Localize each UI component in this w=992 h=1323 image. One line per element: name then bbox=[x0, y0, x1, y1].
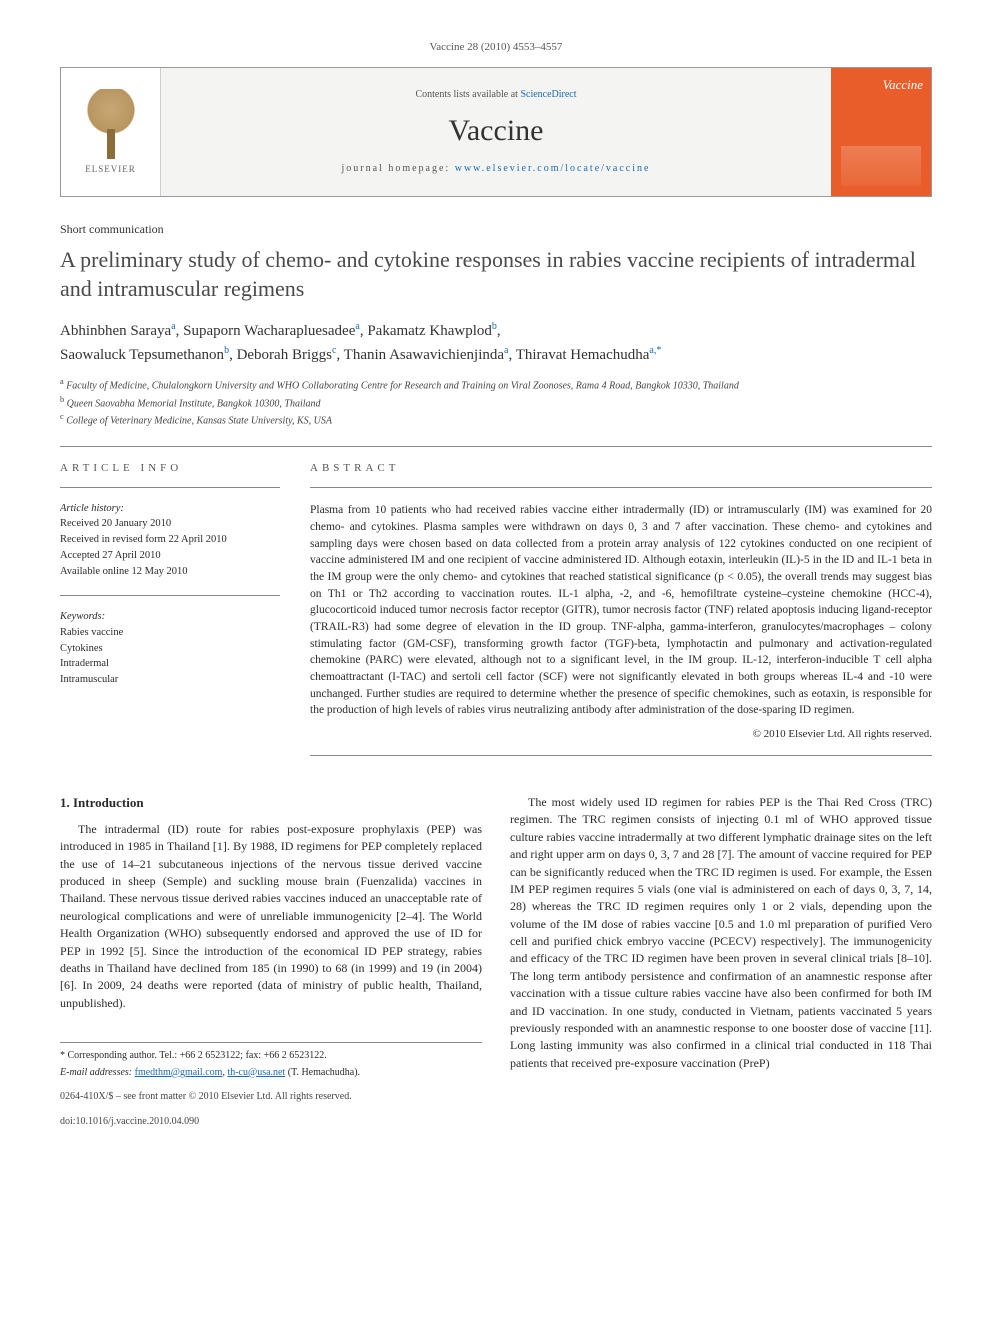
divider bbox=[60, 595, 280, 596]
homepage-label: journal homepage: bbox=[342, 163, 455, 174]
journal-title: Vaccine bbox=[449, 110, 544, 152]
history-item: Received 20 January 2010 bbox=[60, 517, 280, 532]
author: Thanin Asawavichienjindaa bbox=[344, 347, 509, 363]
history-title: Article history: bbox=[60, 502, 280, 517]
issn-line: 0264-410X/$ – see front matter © 2010 El… bbox=[60, 1090, 482, 1105]
corresponding-footer: * Corresponding author. Tel.: +66 2 6523… bbox=[60, 1042, 482, 1129]
abstract-text: Plasma from 10 patients who had received… bbox=[310, 502, 932, 719]
journal-homepage-line: journal homepage: www.elsevier.com/locat… bbox=[342, 162, 651, 176]
cover-title: Vaccine bbox=[883, 76, 923, 94]
article-history: Article history: Received 20 January 201… bbox=[60, 502, 280, 579]
email-line: E-mail addresses: fmedthm@gmail.com, th-… bbox=[60, 1066, 482, 1081]
author: Thiravat Hemachudhaa,* bbox=[516, 347, 662, 363]
author: Abhinbhen Sarayaa bbox=[60, 323, 176, 339]
email-link[interactable]: th-cu@usa.net bbox=[227, 1067, 285, 1078]
article-info-block: ARTICLE INFO Article history: Received 2… bbox=[60, 461, 280, 770]
author: Deborah Briggsc bbox=[237, 347, 337, 363]
masthead-center: Contents lists available at ScienceDirec… bbox=[161, 68, 831, 196]
body-paragraph: The intradermal (ID) route for rabies po… bbox=[60, 821, 482, 1012]
author-list: Abhinbhen Sarayaa, Supaporn Wacharaplues… bbox=[60, 319, 932, 366]
divider bbox=[310, 755, 932, 756]
contents-text: Contents lists available at bbox=[415, 89, 520, 100]
journal-homepage-link[interactable]: www.elsevier.com/locate/vaccine bbox=[455, 163, 651, 174]
journal-masthead: ELSEVIER Contents lists available at Sci… bbox=[60, 67, 932, 197]
keyword: Cytokines bbox=[60, 642, 280, 657]
body-column-left: 1. Introduction The intradermal (ID) rou… bbox=[60, 794, 482, 1131]
abstract-label: ABSTRACT bbox=[310, 461, 932, 477]
article-type: Short communication bbox=[60, 221, 932, 238]
contents-available-line: Contents lists available at ScienceDirec… bbox=[415, 88, 576, 102]
author: Pakamatz Khawplodb bbox=[367, 323, 497, 339]
journal-cover-thumb: Vaccine bbox=[831, 68, 931, 196]
email-link[interactable]: fmedthm@gmail.com bbox=[135, 1067, 223, 1078]
history-item: Accepted 27 April 2010 bbox=[60, 549, 280, 564]
body-two-column: 1. Introduction The intradermal (ID) rou… bbox=[60, 794, 932, 1131]
sciencedirect-link[interactable]: ScienceDirect bbox=[520, 89, 576, 100]
affiliation-c: c College of Veterinary Medicine, Kansas… bbox=[60, 411, 932, 428]
affiliation-b: b Queen Saovabha Memorial Institute, Ban… bbox=[60, 394, 932, 411]
keywords-block: Keywords: Rabies vaccine Cytokines Intra… bbox=[60, 610, 280, 687]
article-title: A preliminary study of chemo- and cytoki… bbox=[60, 246, 932, 303]
divider bbox=[310, 487, 932, 488]
publisher-logo-block: ELSEVIER bbox=[61, 68, 161, 196]
affiliation-a: a Faculty of Medicine, Chulalongkorn Uni… bbox=[60, 376, 932, 393]
divider bbox=[60, 446, 932, 447]
history-item: Received in revised form 22 April 2010 bbox=[60, 533, 280, 548]
corresponding-author-line: * Corresponding author. Tel.: +66 2 6523… bbox=[60, 1049, 482, 1064]
article-info-label: ARTICLE INFO bbox=[60, 461, 280, 476]
section-heading: 1. Introduction bbox=[60, 794, 482, 813]
keywords-title: Keywords: bbox=[60, 610, 280, 625]
keyword: Rabies vaccine bbox=[60, 626, 280, 641]
history-item: Available online 12 May 2010 bbox=[60, 565, 280, 580]
abstract-copyright: © 2010 Elsevier Ltd. All rights reserved… bbox=[310, 727, 932, 743]
affiliations: a Faculty of Medicine, Chulalongkorn Uni… bbox=[60, 376, 932, 428]
body-column-right: The most widely used ID regimen for rabi… bbox=[510, 794, 932, 1131]
publisher-name: ELSEVIER bbox=[85, 163, 136, 176]
divider bbox=[60, 487, 280, 488]
elsevier-tree-icon bbox=[81, 89, 141, 159]
body-paragraph: The most widely used ID regimen for rabi… bbox=[510, 794, 932, 1072]
author: Supaporn Wacharapluesadeea bbox=[183, 323, 360, 339]
doi-line: doi:10.1016/j.vaccine.2010.04.090 bbox=[60, 1115, 482, 1130]
keyword: Intradermal bbox=[60, 657, 280, 672]
article-meta-row: ARTICLE INFO Article history: Received 2… bbox=[60, 461, 932, 770]
keyword: Intramuscular bbox=[60, 673, 280, 688]
running-header: Vaccine 28 (2010) 4553–4557 bbox=[60, 40, 932, 55]
author: Saowaluck Tepsumethanonb bbox=[60, 347, 229, 363]
abstract-block: ABSTRACT Plasma from 10 patients who had… bbox=[310, 461, 932, 770]
